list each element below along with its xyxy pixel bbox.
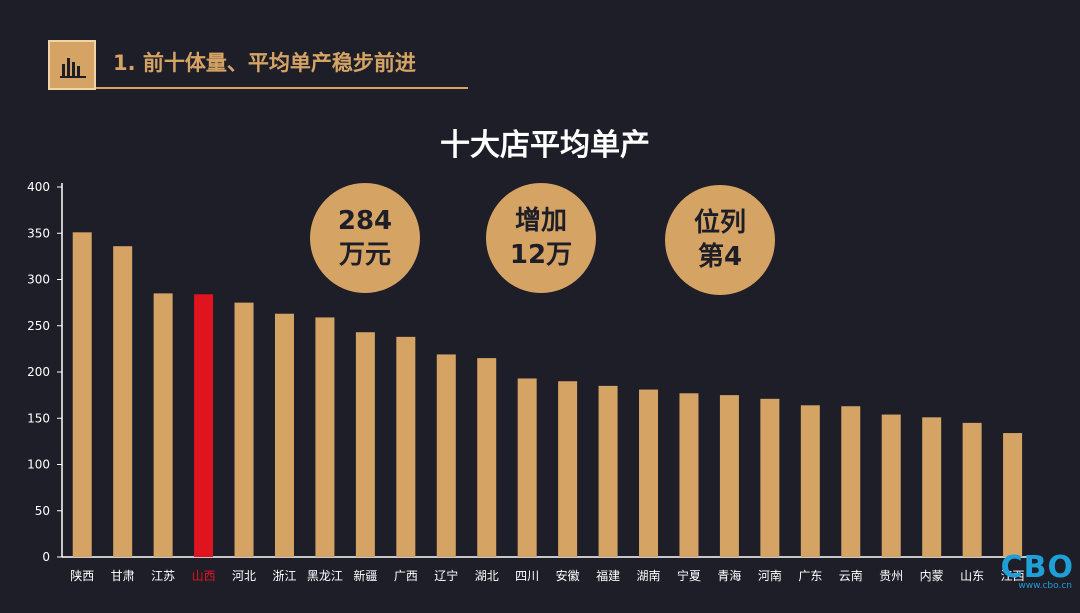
y-tick-label: 50	[35, 504, 50, 518]
badge-increase: 增加 12万	[486, 183, 596, 293]
x-tick-label: 辽宁	[434, 568, 458, 583]
bar-chart-icon	[60, 58, 86, 78]
x-tick-label: 宁夏	[677, 568, 701, 583]
bar-15	[679, 393, 699, 557]
x-tick-label: 浙江	[272, 569, 296, 583]
bar-21	[922, 417, 942, 557]
section-title: 1. 前十体量、平均单产稳步前进	[113, 51, 416, 75]
y-tick-label: 350	[27, 226, 50, 240]
x-tick-label: 贵州	[879, 569, 903, 583]
bar-11	[517, 378, 537, 557]
x-tick-label: 安徽	[556, 568, 580, 583]
y-tick-label: 300	[27, 273, 50, 287]
y-tick-label: 200	[27, 365, 50, 379]
x-tick-label: 山西	[192, 569, 216, 583]
x-tick-label: 四川	[515, 569, 539, 583]
x-tick-label: 黑龙江	[307, 569, 343, 583]
x-tick-label: 广东	[798, 569, 822, 583]
x-tick-label: 江苏	[151, 569, 175, 583]
cbo-url: www.cbo.cn	[1018, 581, 1072, 591]
bar-8	[396, 336, 416, 557]
bar-20	[881, 414, 901, 557]
bar-3	[194, 294, 214, 557]
bar-6	[315, 317, 335, 557]
badge-amount: 12万	[509, 240, 573, 270]
x-tick-label: 河北	[232, 569, 256, 583]
bar-13	[598, 385, 618, 557]
x-tick-label: 湖北	[475, 568, 499, 583]
y-tick-label: 0	[42, 550, 50, 564]
bar-5	[274, 313, 294, 557]
header-underline	[96, 87, 468, 89]
bar-4	[234, 302, 254, 557]
x-tick-label: 陕西	[70, 568, 94, 583]
bar-19	[841, 406, 861, 557]
bar-7	[355, 332, 375, 557]
x-tick-label: 新疆	[353, 568, 377, 583]
bar-1	[113, 246, 133, 557]
badge-rank: 位列 第4	[665, 185, 775, 295]
y-tick-label: 400	[27, 180, 50, 194]
bar-18	[800, 405, 820, 557]
x-tick-label: 河南	[758, 568, 782, 583]
bar-14	[639, 389, 659, 557]
chart-title: 十大店平均单产	[440, 128, 650, 163]
x-tick-label: 江西	[1001, 569, 1025, 583]
badge-average-output: 284 万元	[310, 183, 420, 293]
badge-label: 增加	[514, 206, 567, 236]
x-tick-label: 云南	[839, 568, 863, 583]
bar-10	[477, 358, 497, 557]
header-icon-box	[48, 40, 96, 90]
y-tick-label: 250	[27, 319, 50, 333]
bar-2	[153, 293, 173, 557]
x-tick-label: 甘肃	[111, 569, 135, 583]
bar-0	[72, 232, 92, 557]
bar-16	[719, 395, 739, 557]
x-tick-label: 湖南	[637, 568, 661, 583]
x-tick-label: 内蒙	[920, 569, 944, 583]
bar-23	[1003, 433, 1023, 557]
x-tick-label: 山东	[960, 569, 984, 583]
x-tick-label: 广西	[394, 569, 418, 583]
badge-label: 位列	[693, 208, 746, 238]
y-tick-label: 150	[27, 411, 50, 425]
x-tick-label: 青海	[717, 568, 741, 583]
bar-17	[760, 398, 780, 557]
cbo-logo: CBO	[1000, 550, 1074, 585]
bar-9	[436, 354, 456, 557]
bar-22	[962, 422, 982, 557]
badge-value: 284	[337, 206, 393, 236]
y-tick-label: 100	[27, 458, 50, 472]
x-tick-label: 福建	[596, 568, 620, 583]
badge-unit: 万元	[338, 240, 391, 270]
bar-12	[558, 381, 578, 557]
badge-rank-value: 第4	[697, 242, 743, 272]
